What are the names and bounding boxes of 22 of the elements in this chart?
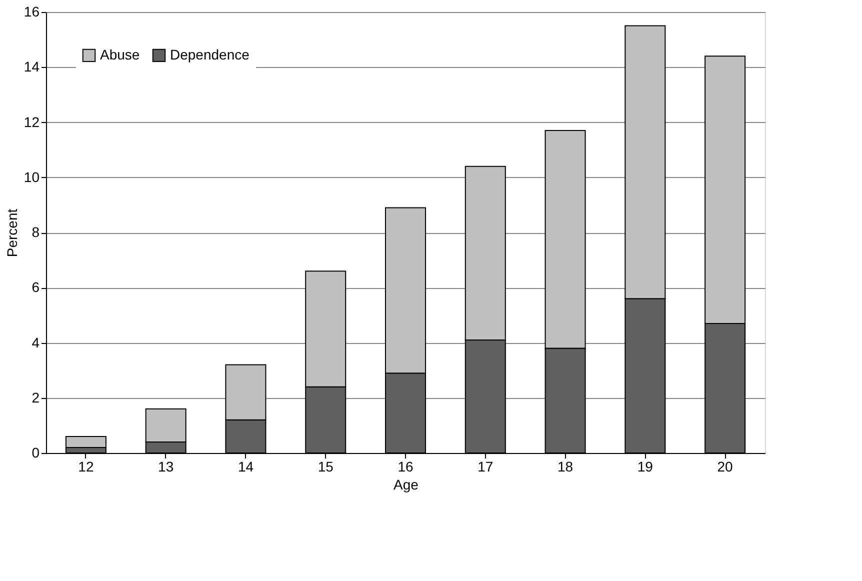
y-tick-label: 6 [32, 279, 40, 296]
x-tick-label: 12 [78, 458, 94, 474]
y-tick-label: 2 [32, 389, 40, 406]
x-tick-label: 17 [478, 458, 494, 474]
y-tick-label: 4 [32, 334, 40, 350]
x-tick-label: 18 [557, 458, 574, 474]
legend-label: Dependence [170, 46, 250, 62]
x-tick-label: 20 [717, 458, 734, 474]
y-tick-label: 10 [24, 168, 40, 185]
y-tick-label: 0 [32, 444, 40, 460]
x-tick-label: 19 [637, 458, 654, 474]
x-tick-label: 14 [238, 458, 254, 474]
y-tick-label: 14 [24, 58, 40, 75]
y-axis-title: Percent [4, 208, 20, 258]
y-tick-label: 12 [24, 114, 40, 130]
x-axis-title: Age [394, 476, 419, 492]
legend-label: Abuse [100, 46, 140, 62]
x-tick-label: 13 [158, 458, 174, 474]
y-tick-label: 16 [24, 4, 40, 20]
x-tick-label: 16 [398, 458, 414, 474]
x-tick-label: 15 [318, 458, 334, 474]
y-tick-label: 8 [32, 224, 40, 240]
